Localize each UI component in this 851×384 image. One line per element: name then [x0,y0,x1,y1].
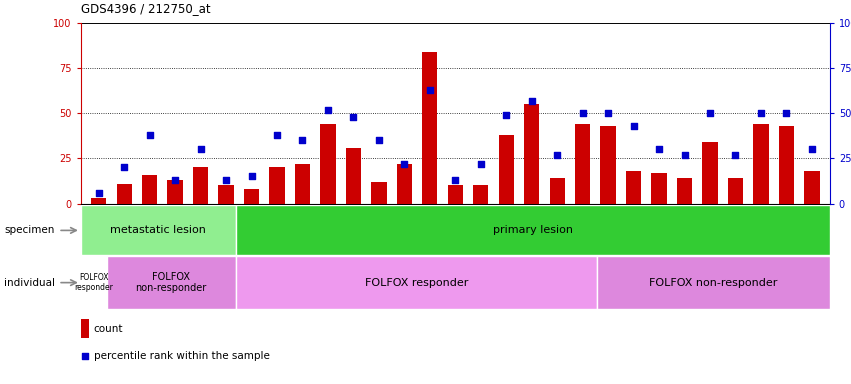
Point [728,152,742,158]
Text: FOLFOX
non-responder: FOLFOX non-responder [135,272,207,293]
Bar [651,173,666,204]
Point [754,110,768,116]
Point [652,146,665,152]
Bar [524,104,540,204]
Bar [550,178,565,204]
Bar [448,185,463,204]
Bar [753,124,768,204]
Bar [106,256,236,309]
Point [168,177,182,183]
Text: FOLFOX responder: FOLFOX responder [365,278,468,288]
Bar [219,185,234,204]
Text: primary lesion: primary lesion [493,225,573,235]
Bar [677,178,692,204]
Bar [193,167,208,204]
Text: FOLFOX
responder: FOLFOX responder [74,273,113,292]
Text: FOLFOX non-responder: FOLFOX non-responder [649,278,778,288]
Point [525,98,539,104]
Bar [320,124,335,204]
Bar [236,205,830,255]
Point [346,114,360,120]
Point [397,161,411,167]
Bar [91,198,106,204]
Point [474,161,488,167]
Bar [804,171,820,204]
Point [423,87,437,93]
Bar [294,164,310,204]
Bar [81,205,236,255]
Point [500,112,513,118]
Bar [397,164,412,204]
Point [270,132,283,138]
Point [677,152,691,158]
Text: count: count [94,324,123,334]
Bar [601,126,616,204]
Text: metastatic lesion: metastatic lesion [111,225,206,235]
Point [805,146,819,152]
Point [194,146,208,152]
Text: GDS4396 / 212750_at: GDS4396 / 212750_at [81,2,210,15]
Point [92,190,106,196]
Bar [779,126,794,204]
Bar [728,178,743,204]
Point [245,174,259,180]
Bar [597,256,830,309]
Text: specimen: specimen [4,225,54,235]
Bar [499,135,514,204]
Bar [702,142,717,204]
Bar [236,256,597,309]
Point [551,152,564,158]
Bar [142,175,157,204]
Point [321,107,334,113]
Point [117,164,131,170]
Point [602,110,615,116]
Point [295,137,309,144]
Bar [626,171,642,204]
Bar [371,182,386,204]
Bar [422,52,437,204]
Text: individual: individual [4,278,55,288]
Text: percentile rank within the sample: percentile rank within the sample [94,351,270,361]
Point [220,177,233,183]
Bar [81,319,89,338]
Point [372,137,386,144]
Bar [346,147,361,204]
Bar [168,180,183,204]
Point [143,132,157,138]
Bar [575,124,591,204]
Bar [117,184,132,204]
Bar [473,185,488,204]
Bar [81,256,106,309]
Point [780,110,793,116]
Point [284,227,298,233]
Point [703,110,717,116]
Bar [269,167,284,204]
Point [576,110,590,116]
Point [627,123,641,129]
Point [448,177,462,183]
Bar [244,189,260,204]
